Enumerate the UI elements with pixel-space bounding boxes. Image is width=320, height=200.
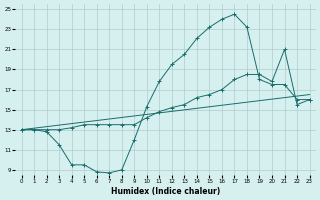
X-axis label: Humidex (Indice chaleur): Humidex (Indice chaleur)	[111, 187, 220, 196]
